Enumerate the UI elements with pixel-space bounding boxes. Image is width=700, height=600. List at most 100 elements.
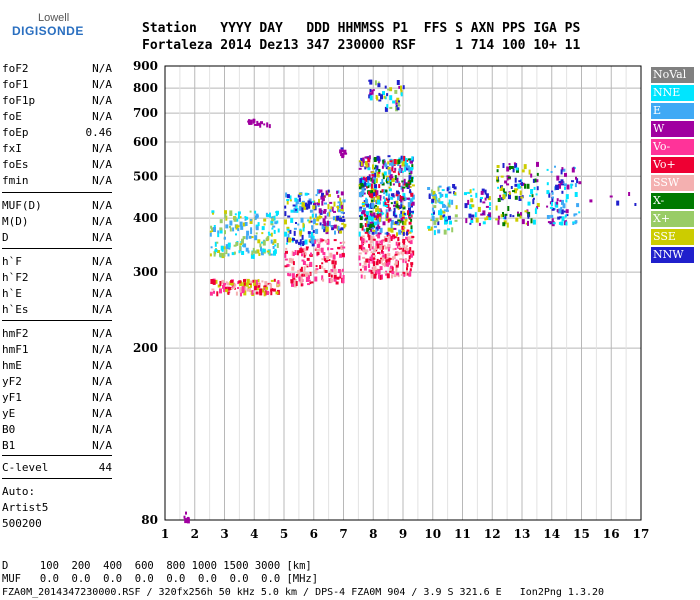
data-point [393, 159, 397, 164]
data-point [396, 107, 400, 111]
data-point [249, 210, 252, 213]
data-point [333, 239, 337, 242]
data-point [549, 206, 553, 209]
data-point [393, 163, 396, 166]
data-point [431, 189, 433, 193]
data-point [388, 186, 391, 189]
data-point [409, 268, 412, 272]
data-point [382, 201, 386, 207]
data-point [336, 215, 340, 221]
y-tick-label: 500 [133, 169, 158, 183]
data-point [469, 204, 473, 210]
file-info-row: FZA0M_2014347230000.RSF / 320fx256h 50 k… [2, 587, 605, 598]
data-point [372, 164, 374, 170]
data-point [270, 232, 273, 237]
data-point [392, 248, 395, 251]
data-point [470, 194, 473, 197]
data-point [388, 235, 390, 239]
data-point [332, 264, 336, 269]
data-point [385, 191, 388, 196]
data-point [560, 169, 563, 175]
data-point [227, 242, 231, 248]
data-point [377, 210, 380, 214]
data-point [401, 251, 404, 256]
data-point [271, 218, 275, 222]
data-point [402, 186, 406, 189]
data-point [214, 249, 218, 253]
data-point [405, 167, 409, 171]
data-point [249, 288, 252, 293]
data-point [371, 180, 374, 184]
data-point [362, 184, 365, 187]
data-point [228, 247, 231, 250]
param-name: hmE [2, 359, 22, 372]
data-point [369, 212, 373, 218]
data-point [226, 286, 229, 292]
data-point [405, 248, 409, 252]
data-point [219, 219, 223, 224]
data-point [431, 207, 434, 211]
data-point [372, 255, 376, 258]
data-point [361, 203, 365, 205]
data-point [431, 213, 434, 216]
data-point [364, 166, 367, 170]
data-point [565, 199, 568, 203]
data-point [561, 190, 564, 194]
data-point [272, 246, 275, 249]
data-point [448, 199, 451, 205]
data-point [408, 207, 411, 213]
data-point [209, 253, 212, 257]
data-point [225, 289, 229, 293]
x-tick-label: 17 [633, 527, 650, 541]
data-point [448, 191, 452, 194]
data-point [362, 249, 366, 253]
data-point [391, 161, 395, 167]
data-point [309, 271, 312, 276]
data-point [220, 245, 224, 251]
data-point [257, 239, 261, 244]
data-point [521, 169, 525, 173]
data-point [407, 181, 410, 184]
data-point [295, 275, 298, 278]
data-point [397, 104, 401, 107]
data-point [530, 173, 533, 178]
x-tick-label: 7 [339, 527, 347, 541]
data-point [378, 213, 381, 217]
data-point [332, 254, 336, 260]
data-point [362, 247, 366, 252]
data-point [388, 207, 391, 212]
data-point [566, 214, 569, 217]
data-point [275, 211, 279, 214]
data-point [371, 176, 374, 182]
param-value: N/A [92, 142, 112, 155]
data-point [301, 259, 305, 262]
data-point [453, 186, 457, 190]
data-point [397, 164, 400, 166]
data-point [299, 239, 302, 245]
data-point [378, 216, 381, 222]
data-point [575, 220, 578, 224]
data-point [377, 233, 381, 239]
data-point [410, 167, 414, 170]
data-point [384, 271, 387, 274]
data-point [368, 269, 371, 273]
data-point [360, 161, 363, 166]
data-point [375, 270, 378, 274]
data-point [248, 119, 250, 125]
data-point [253, 285, 257, 291]
data-point [369, 240, 373, 244]
data-point [363, 260, 367, 265]
param-row-fof1p: foF1p N/A [2, 94, 112, 110]
data-point [324, 270, 328, 273]
data-point [397, 219, 401, 222]
data-point [533, 186, 536, 190]
x-tick-label: 1 [161, 527, 169, 541]
data-point [294, 205, 298, 208]
data-point [367, 157, 371, 163]
data-point [397, 195, 400, 201]
data-point [380, 257, 382, 260]
data-point [382, 174, 385, 180]
data-point [552, 196, 554, 199]
data-point [292, 277, 296, 280]
